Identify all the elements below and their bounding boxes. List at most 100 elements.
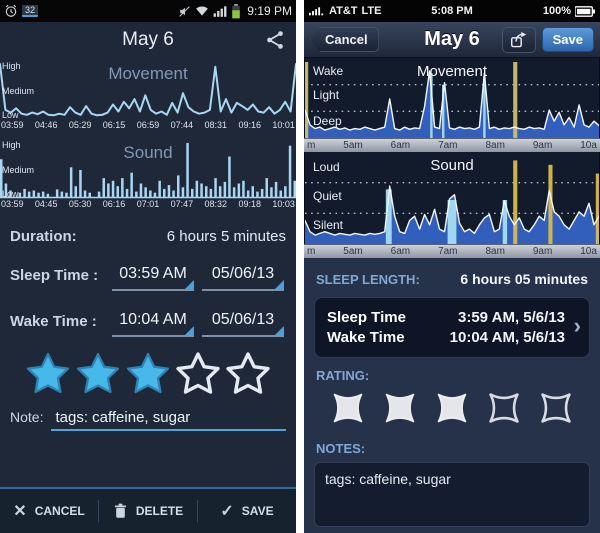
sleep-time-row: Sleep Time 3:59 AM, 5/6/13 bbox=[327, 309, 565, 326]
wake-time-label: Wake Time : bbox=[10, 313, 97, 330]
note-label: Note: bbox=[10, 409, 44, 425]
y-axis-label: Low bbox=[2, 110, 19, 120]
x-tick: 10:01 bbox=[272, 120, 295, 130]
star-empty-icon[interactable] bbox=[487, 391, 521, 425]
x-tick: 05:30 bbox=[68, 199, 92, 209]
duration-value: 6 hours 5 minutes bbox=[166, 228, 286, 245]
x-tick: 8am bbox=[485, 140, 505, 151]
star-filled-icon[interactable] bbox=[435, 391, 469, 425]
x-tick: 07:47 bbox=[170, 199, 194, 209]
bottom-button-bar: ✕ CANCEL DELETE ✓ SAVE bbox=[0, 487, 296, 533]
save-button[interactable]: Save bbox=[541, 27, 594, 52]
sleep-time-picker[interactable]: 03:59 AM bbox=[112, 265, 194, 291]
wake-time-picker[interactable]: 10:04 AM bbox=[112, 311, 194, 337]
star-filled-icon[interactable] bbox=[331, 391, 365, 425]
x-tick: 05:29 bbox=[68, 120, 92, 130]
mute-icon bbox=[179, 5, 191, 17]
signal-icon bbox=[309, 7, 324, 16]
sleep-time-label: Sleep Time bbox=[327, 309, 406, 326]
ios-sleep-app: AT&T LTE 5:08 PM 100% May 6 Cancel Save … bbox=[304, 0, 600, 533]
x-tick: 10a bbox=[580, 140, 597, 151]
x-tick: 03:59 bbox=[1, 199, 24, 209]
rating-stars[interactable] bbox=[304, 391, 600, 431]
rating-label: RATING: bbox=[316, 368, 370, 383]
star-filled-icon[interactable] bbox=[383, 391, 417, 425]
x-tick: 07:01 bbox=[136, 199, 160, 209]
x-tick: m bbox=[307, 246, 316, 257]
star-empty-icon[interactable] bbox=[225, 351, 271, 397]
x-tick: 09:16 bbox=[238, 120, 261, 130]
x-tick: 9am bbox=[532, 140, 553, 151]
sleep-length-label: SLEEP LENGTH: bbox=[316, 272, 420, 287]
star-filled-icon[interactable] bbox=[75, 351, 121, 397]
cancel-button[interactable]: ✕ CANCEL bbox=[0, 489, 98, 533]
x-tick: 6am bbox=[390, 246, 411, 257]
sleep-date-picker[interactable]: 05/06/13 bbox=[202, 265, 284, 291]
note-input[interactable]: tags: caffeine, sugar bbox=[51, 409, 286, 431]
screenshot-divider bbox=[296, 0, 304, 533]
notes-label: NOTES: bbox=[316, 441, 366, 456]
star-filled-icon[interactable] bbox=[125, 351, 171, 397]
x-tick: 7am bbox=[438, 140, 458, 151]
share-action-icon bbox=[510, 31, 526, 47]
wake-time-row: Wake Time : 10:04 AM 05/06/13 bbox=[10, 311, 286, 337]
wake-date-picker[interactable]: 05/06/13 bbox=[202, 311, 284, 337]
x-tick: 7am bbox=[438, 246, 458, 257]
share-button[interactable] bbox=[501, 26, 536, 53]
rating-stars[interactable] bbox=[0, 351, 296, 401]
chart-title: Movement bbox=[416, 63, 488, 80]
battery-icon bbox=[575, 5, 595, 17]
network-text: LTE bbox=[361, 5, 382, 17]
save-button[interactable]: ✓ SAVE bbox=[198, 489, 296, 533]
battery-percent-text: 100% bbox=[542, 5, 571, 17]
sleep-length-row: SLEEP LENGTH: 6 hours 05 minutes bbox=[304, 258, 600, 293]
divider bbox=[98, 500, 99, 522]
android-status-bar: 32 9:19 PM bbox=[0, 0, 296, 22]
sleep-time-value: 3:59 AM, 5/6/13 bbox=[458, 309, 565, 326]
wake-time-row: Wake Time 10:04 AM, 5/6/13 bbox=[327, 329, 565, 346]
delete-button[interactable]: DELETE bbox=[99, 489, 197, 533]
y-axis-label: Silent bbox=[313, 218, 344, 233]
x-tick: 07:44 bbox=[170, 120, 194, 130]
y-axis-label: Deep bbox=[313, 114, 342, 128]
movement-chart-right: Movement Wake Light Deep bbox=[304, 58, 600, 138]
x-tick: 10a bbox=[580, 246, 597, 257]
page-title: May 6 bbox=[122, 29, 174, 50]
x-axis-movement: 03:59 04:46 05:29 06:15 06:59 07:44 08:31 09:16… bbox=[0, 120, 296, 133]
star-empty-icon[interactable] bbox=[539, 391, 573, 425]
cancel-button[interactable]: Cancel bbox=[310, 27, 379, 52]
save-label: SAVE bbox=[241, 504, 274, 518]
chevron-right-icon: › bbox=[573, 312, 581, 338]
x-tick: 06:16 bbox=[102, 199, 126, 209]
y-axis-label: Medium bbox=[2, 86, 35, 97]
alarm-clock-icon bbox=[5, 4, 17, 17]
x-axis-sound: 03:59 04:45 05:30 06:16 07:01 07:47 08:32 09:18… bbox=[0, 199, 296, 212]
x-tick: 06:15 bbox=[102, 120, 126, 130]
chart-title: Sound bbox=[430, 157, 474, 174]
movement-chart-left: Movement High Medium Low bbox=[0, 60, 296, 120]
star-filled-icon[interactable] bbox=[25, 351, 71, 397]
sleep-length-value: 6 hours 05 minutes bbox=[460, 271, 588, 287]
wifi-icon bbox=[196, 6, 209, 16]
y-axis-label: Quiet bbox=[313, 188, 342, 203]
android-sleep-app: 32 9:19 PM May 6 Movement High Medium Lo… bbox=[0, 0, 296, 533]
x-icon: ✕ bbox=[13, 503, 27, 520]
notes-input[interactable]: tags: caffeine, sugar bbox=[314, 462, 590, 527]
x-tick: 08:31 bbox=[204, 120, 228, 130]
x-tick: 09:18 bbox=[238, 199, 261, 209]
ios-status-bar: AT&T LTE 5:08 PM 100% bbox=[304, 0, 600, 22]
x-tick: 10:03 bbox=[272, 199, 295, 209]
star-empty-icon[interactable] bbox=[175, 351, 221, 397]
x-tick: 06:59 bbox=[136, 120, 160, 130]
x-tick: 04:45 bbox=[34, 199, 58, 209]
x-tick: 03:59 bbox=[1, 120, 24, 130]
sleep-wake-card[interactable]: Sleep Time 3:59 AM, 5/6/13 Wake Time 10:… bbox=[314, 297, 590, 358]
divider bbox=[197, 500, 198, 522]
x-tick: 9am bbox=[532, 246, 553, 257]
notification-badge: 32 bbox=[22, 5, 39, 17]
share-icon[interactable] bbox=[264, 29, 286, 51]
y-axis-label: Loud bbox=[313, 160, 340, 174]
y-axis-label: Wake bbox=[313, 64, 344, 78]
x-tick: 5am bbox=[343, 246, 363, 257]
